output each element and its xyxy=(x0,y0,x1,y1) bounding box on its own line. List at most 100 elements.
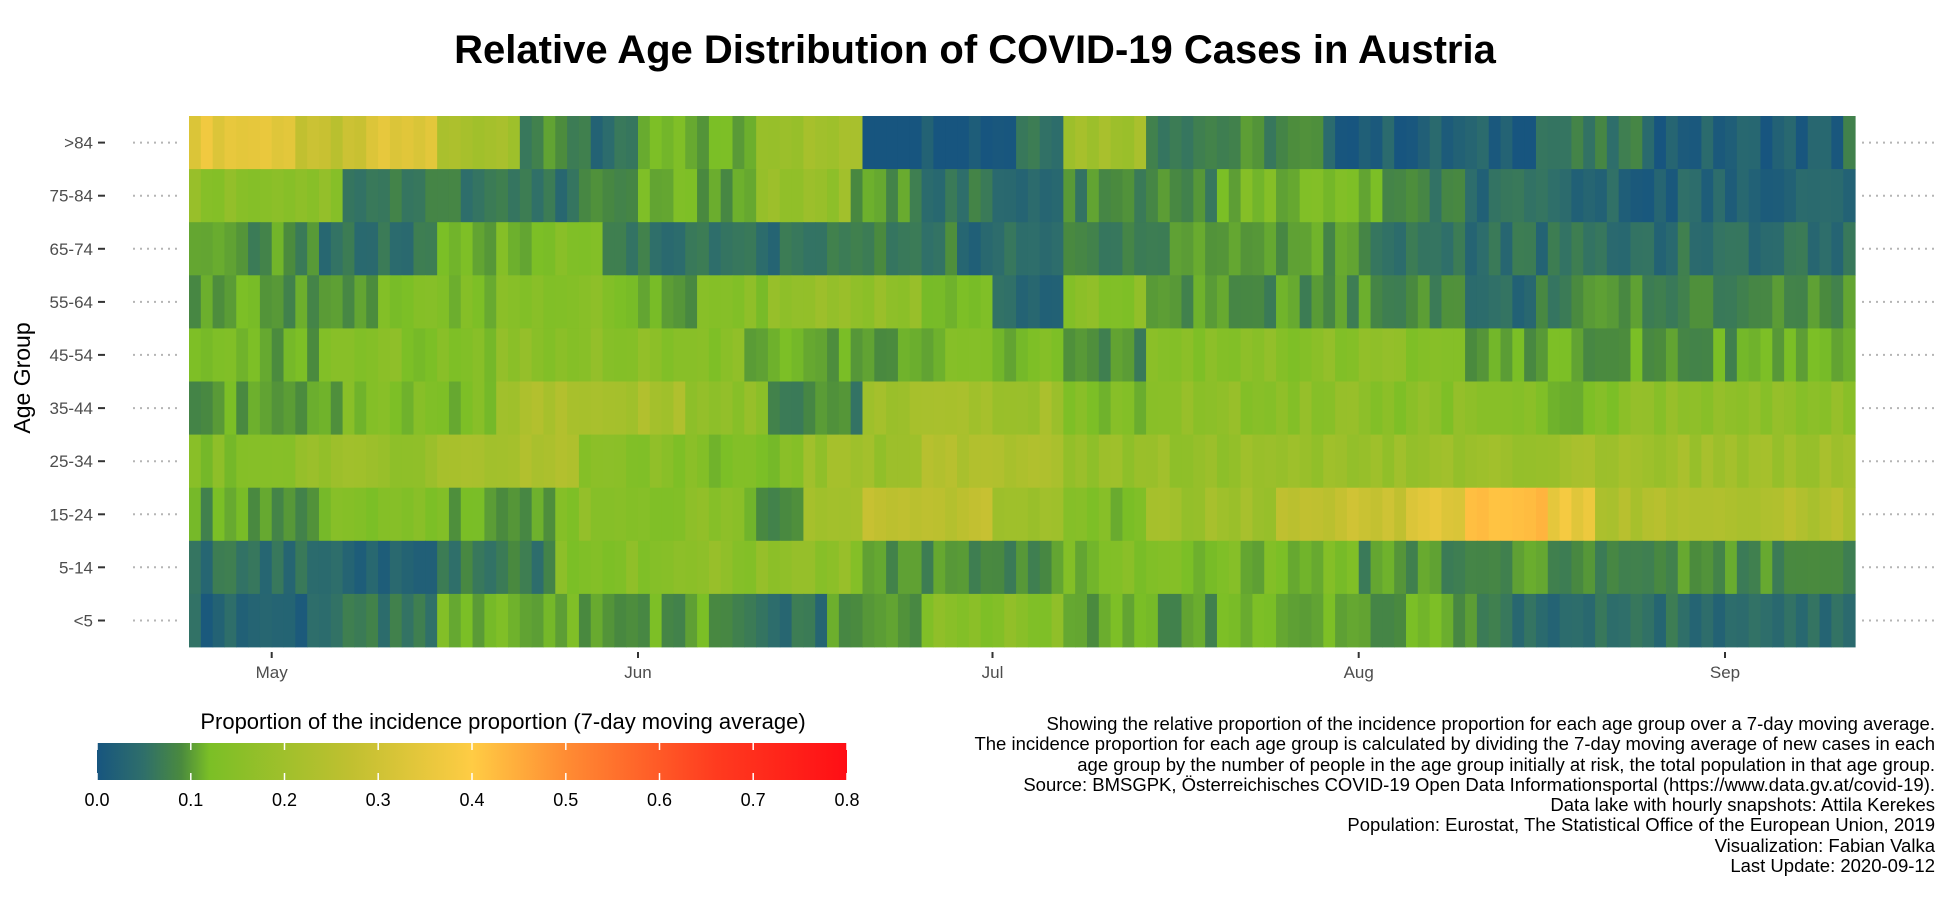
heat-cell xyxy=(1488,328,1502,382)
heat-cell xyxy=(330,116,344,170)
heat-cell xyxy=(1169,328,1183,382)
heat-cell xyxy=(661,169,675,223)
heat-cell xyxy=(1299,593,1313,648)
heat-cell xyxy=(1406,540,1419,595)
heat-cell xyxy=(661,381,675,435)
heat-cell xyxy=(1311,487,1324,542)
heat-cell xyxy=(1406,116,1419,170)
heat-cell xyxy=(496,328,509,382)
heat-cell xyxy=(1311,275,1324,329)
legend-tick-label: 0.7 xyxy=(741,790,766,810)
heat-cell xyxy=(1335,116,1348,170)
heat-cell xyxy=(578,275,592,329)
heat-cell xyxy=(1228,328,1242,382)
heat-cell xyxy=(460,593,474,648)
heat-cell xyxy=(590,275,604,329)
heat-cell xyxy=(697,487,710,542)
heat-cell xyxy=(1358,381,1372,435)
heat-cell xyxy=(756,328,769,382)
heat-cell xyxy=(1228,540,1242,595)
heat-cell xyxy=(389,487,403,542)
heat-cell xyxy=(1205,222,1218,276)
heat-cell xyxy=(1098,487,1112,542)
heat-cell xyxy=(508,275,521,329)
heat-cell xyxy=(779,381,793,435)
heat-cell xyxy=(189,275,202,329)
heat-cell xyxy=(1394,381,1407,435)
heat-cell xyxy=(1559,381,1573,435)
heat-cell xyxy=(744,116,757,170)
heat-cell xyxy=(1016,169,1029,223)
heat-cell xyxy=(1453,222,1466,276)
heat-cell xyxy=(803,593,816,648)
heat-cell xyxy=(519,540,533,595)
heat-cell xyxy=(827,275,840,329)
heat-cell xyxy=(767,169,781,223)
heat-cell xyxy=(1725,222,1738,276)
heat-cell xyxy=(1547,275,1561,329)
heat-cell xyxy=(1535,222,1549,276)
heat-cell xyxy=(1276,434,1289,489)
heat-cell xyxy=(1583,593,1596,648)
heat-cell xyxy=(1843,381,1856,435)
heat-cell xyxy=(283,381,296,435)
heat-cell xyxy=(874,434,887,489)
heat-cell xyxy=(531,116,545,170)
heat-cell xyxy=(1039,169,1053,223)
heat-cell xyxy=(508,487,521,542)
heat-cell xyxy=(1488,275,1502,329)
heat-cell xyxy=(909,593,923,648)
heat-cell xyxy=(1181,222,1194,276)
heat-cell xyxy=(401,275,415,329)
heat-cell xyxy=(933,222,946,276)
heat-cell xyxy=(1370,116,1383,170)
heat-cell xyxy=(1051,381,1064,435)
heat-cell xyxy=(838,487,852,542)
heat-cell xyxy=(626,487,639,542)
heat-cell xyxy=(827,328,840,382)
heat-cell xyxy=(1748,275,1762,329)
heat-cell xyxy=(1181,434,1194,489)
y-axis-title: Age Group xyxy=(9,322,35,433)
heat-cell xyxy=(1512,381,1525,435)
heat-cell xyxy=(614,487,627,542)
heat-cell xyxy=(567,487,580,542)
heat-cell xyxy=(1784,487,1797,542)
heat-cell xyxy=(366,540,379,595)
heat-cell xyxy=(448,275,462,329)
heat-cell xyxy=(1370,487,1383,542)
heat-cell xyxy=(661,593,675,648)
heat-cell xyxy=(307,328,320,382)
heat-cell xyxy=(1512,275,1525,329)
heat-cell xyxy=(779,593,793,648)
heat-cell xyxy=(720,540,734,595)
heat-cell xyxy=(1169,381,1183,435)
heat-cell xyxy=(614,540,627,595)
heat-cell xyxy=(1134,487,1147,542)
heat-cell xyxy=(602,593,615,648)
heat-cell xyxy=(1382,540,1395,595)
heat-cell xyxy=(732,169,745,223)
heat-cell xyxy=(1027,593,1041,648)
heat-cell xyxy=(1429,487,1443,542)
heat-cell xyxy=(1665,487,1679,542)
heat-cell xyxy=(838,222,852,276)
heat-cell xyxy=(1512,222,1525,276)
heat-cell xyxy=(1016,116,1029,170)
heat-cell xyxy=(1051,328,1064,382)
heat-cell xyxy=(697,116,710,170)
heat-cell xyxy=(1287,381,1301,435)
heat-cell xyxy=(732,593,745,648)
heat-cell xyxy=(697,169,710,223)
heat-cell xyxy=(295,540,308,595)
heat-cell xyxy=(921,116,934,170)
heat-cell xyxy=(1453,328,1466,382)
heat-cell xyxy=(649,381,663,435)
heat-cell xyxy=(874,275,887,329)
heat-cell xyxy=(1642,434,1655,489)
heat-cell xyxy=(744,540,757,595)
heat-cell xyxy=(1618,540,1632,595)
heat-cell xyxy=(508,593,521,648)
heat-cell xyxy=(259,381,273,435)
heat-cell xyxy=(992,222,1005,276)
